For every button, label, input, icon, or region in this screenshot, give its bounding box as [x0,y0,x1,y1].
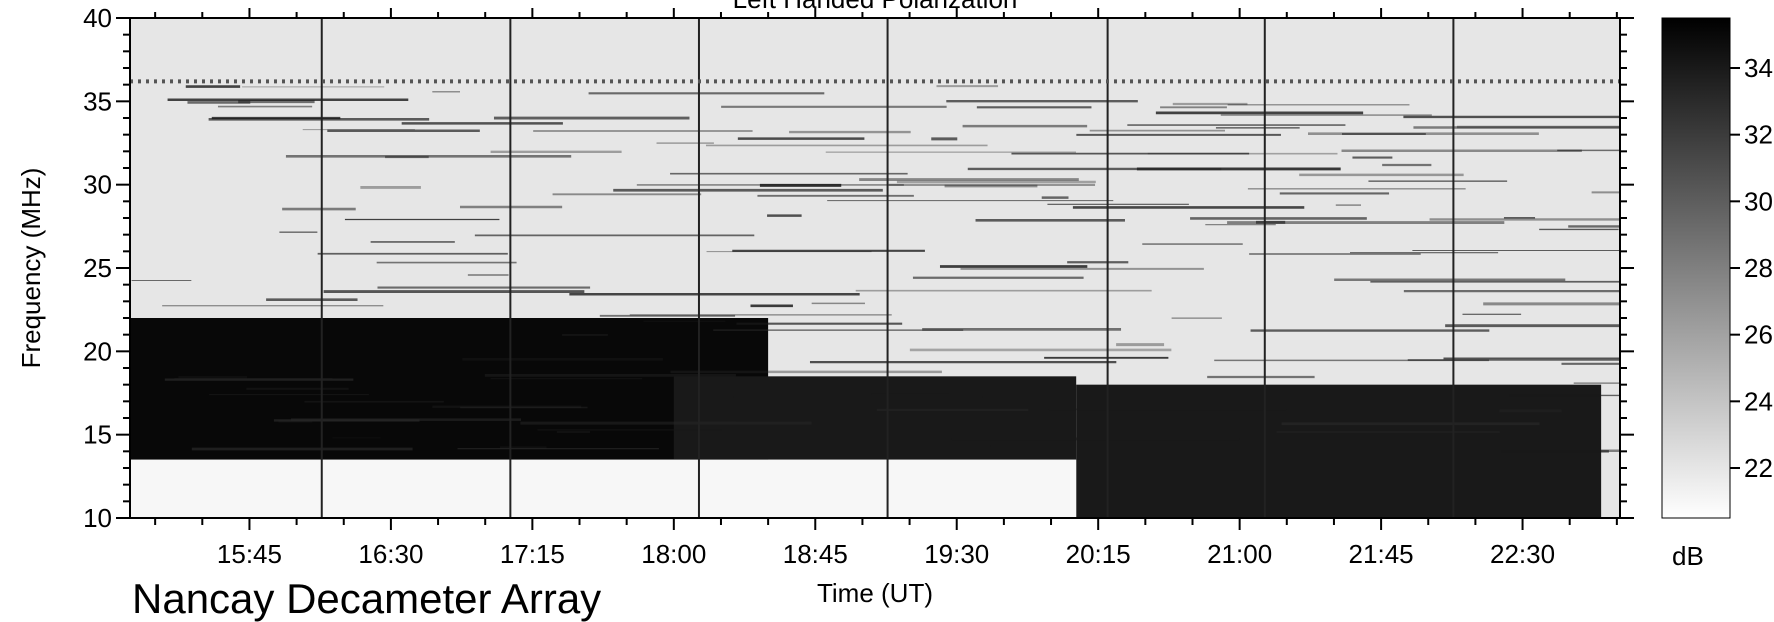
x-tick-label: 21:00 [1207,539,1272,569]
emission-streaks [131,85,1620,453]
colorbar-tick-label: 24 [1744,386,1773,416]
chart-title: Left Handed Polarization [733,0,1018,14]
colorbar-axis: 22 24 26 28 30 32 34 [1730,53,1773,483]
x-axis-title: Time (UT) [817,578,933,608]
vertical-lines [320,18,1455,518]
y-tick-label: 35 [83,86,112,116]
y-tick-label: 15 [83,420,112,450]
y-tick-label: 40 [83,3,112,33]
x-axis: 15:45 16:30 17:15 18:00 18:45 19:30 20:15 21:00… [154,8,1618,569]
y-tick-label: 10 [83,503,112,533]
x-tick-label: 22:30 [1490,539,1555,569]
colorbar-tick-label: 32 [1744,120,1773,150]
x-tick-label: 15:45 [217,539,282,569]
colorbar [1661,17,1731,519]
x-tick-label: 20:15 [1066,539,1131,569]
y-tick-label: 25 [83,253,112,283]
colorbar-tick-label: 34 [1744,53,1773,83]
instrument-name: Nancay Decameter Array [132,575,602,622]
plot-area [130,18,1620,518]
colorbar-label: dB [1672,541,1704,571]
x-tick-label: 21:45 [1349,539,1414,569]
y-tick-label: 20 [83,336,112,366]
colorbar-tick-label: 28 [1744,253,1773,283]
x-tick-label: 19:30 [924,539,989,569]
colorbar-tick-label: 22 [1744,453,1773,483]
x-tick-label: 17:15 [500,539,565,569]
emission-bands [130,318,1602,518]
x-tick-label: 16:30 [358,539,423,569]
colorbar-tick-label: 30 [1744,186,1773,216]
x-tick-label: 18:45 [783,539,848,569]
emission-band-1 [673,376,1077,460]
emission-band-3 [130,459,1077,518]
colorbar-tick-label: 26 [1744,320,1773,350]
y-tick-label: 30 [83,170,112,200]
x-tick-label: 18:00 [641,539,706,569]
emission-band-0 [130,318,769,460]
y-axis: 10 15 20 25 30 35 40 [83,3,1634,533]
y-axis-title: Frequency (MHz) [16,168,46,369]
